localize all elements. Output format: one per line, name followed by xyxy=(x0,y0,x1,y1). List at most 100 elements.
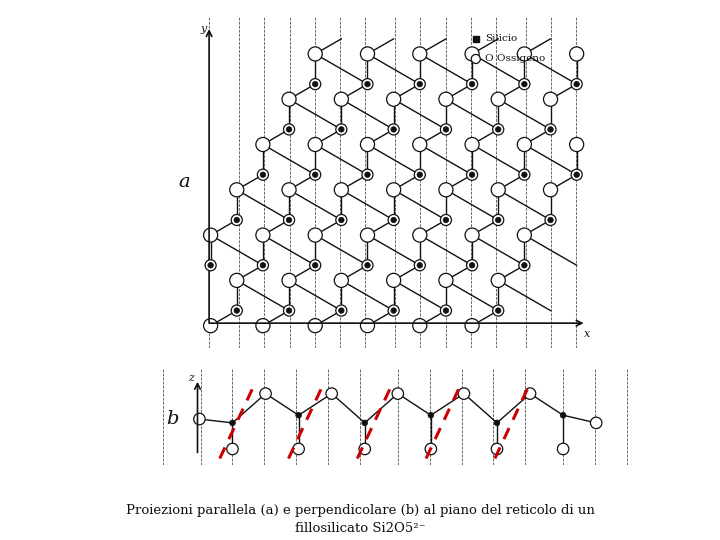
Circle shape xyxy=(282,273,296,287)
Circle shape xyxy=(519,260,530,271)
Circle shape xyxy=(417,172,423,178)
Circle shape xyxy=(519,79,530,90)
Circle shape xyxy=(441,305,451,316)
Circle shape xyxy=(491,443,503,455)
Circle shape xyxy=(310,260,320,271)
Circle shape xyxy=(413,47,427,61)
Circle shape xyxy=(469,172,475,178)
Circle shape xyxy=(230,273,244,287)
Circle shape xyxy=(284,305,294,316)
Circle shape xyxy=(465,319,479,333)
Circle shape xyxy=(444,127,449,132)
Circle shape xyxy=(287,127,292,132)
Circle shape xyxy=(204,319,217,333)
Circle shape xyxy=(284,214,294,226)
Text: z: z xyxy=(188,373,194,383)
Circle shape xyxy=(362,79,373,90)
Circle shape xyxy=(521,262,527,268)
Circle shape xyxy=(257,169,269,180)
Circle shape xyxy=(495,127,501,132)
Circle shape xyxy=(524,388,536,400)
Circle shape xyxy=(458,388,469,400)
Circle shape xyxy=(392,388,403,400)
Circle shape xyxy=(444,308,449,313)
Circle shape xyxy=(521,82,527,87)
Circle shape xyxy=(492,305,504,316)
Circle shape xyxy=(521,172,527,178)
Circle shape xyxy=(387,92,401,106)
Circle shape xyxy=(287,217,292,223)
Circle shape xyxy=(492,124,504,135)
Circle shape xyxy=(387,273,401,287)
Circle shape xyxy=(548,127,553,132)
Circle shape xyxy=(495,308,501,313)
Circle shape xyxy=(361,47,374,61)
Circle shape xyxy=(590,417,602,429)
Circle shape xyxy=(428,413,433,418)
Circle shape xyxy=(491,92,505,106)
Circle shape xyxy=(260,262,266,268)
Circle shape xyxy=(260,388,271,400)
Circle shape xyxy=(334,273,348,287)
Circle shape xyxy=(362,420,368,426)
Circle shape xyxy=(326,388,338,400)
Circle shape xyxy=(439,92,453,106)
Circle shape xyxy=(338,127,344,132)
Circle shape xyxy=(465,228,479,242)
Circle shape xyxy=(231,214,243,226)
Circle shape xyxy=(469,262,475,268)
Circle shape xyxy=(467,79,477,90)
Circle shape xyxy=(545,214,556,226)
Circle shape xyxy=(361,319,374,333)
Circle shape xyxy=(414,79,426,90)
Text: Silicio: Silicio xyxy=(485,35,517,43)
Circle shape xyxy=(256,138,270,152)
Circle shape xyxy=(413,228,427,242)
Circle shape xyxy=(465,47,479,61)
Circle shape xyxy=(441,214,451,226)
Circle shape xyxy=(414,169,426,180)
Circle shape xyxy=(570,47,584,61)
Circle shape xyxy=(560,413,566,418)
Circle shape xyxy=(227,443,238,455)
Circle shape xyxy=(439,183,453,197)
Circle shape xyxy=(361,228,374,242)
Circle shape xyxy=(334,92,348,106)
Circle shape xyxy=(545,124,556,135)
Circle shape xyxy=(439,273,453,287)
Circle shape xyxy=(574,82,580,87)
Circle shape xyxy=(417,262,423,268)
Circle shape xyxy=(359,443,371,455)
Text: O Ossigeno: O Ossigeno xyxy=(485,55,545,64)
Circle shape xyxy=(361,138,374,152)
Circle shape xyxy=(544,183,557,197)
Circle shape xyxy=(365,82,370,87)
Circle shape xyxy=(388,214,399,226)
Circle shape xyxy=(308,47,323,61)
Text: Proiezioni parallela (a) e perpendicolare (b) al piano del reticolo di un: Proiezioni parallela (a) e perpendicolar… xyxy=(125,504,595,517)
Circle shape xyxy=(362,169,373,180)
Circle shape xyxy=(208,262,213,268)
Circle shape xyxy=(257,260,269,271)
Circle shape xyxy=(519,169,530,180)
Circle shape xyxy=(334,183,348,197)
Circle shape xyxy=(413,138,427,152)
Circle shape xyxy=(282,92,296,106)
Circle shape xyxy=(336,214,347,226)
Circle shape xyxy=(204,228,217,242)
Circle shape xyxy=(387,183,401,197)
Circle shape xyxy=(365,172,370,178)
Circle shape xyxy=(365,262,370,268)
Circle shape xyxy=(491,183,505,197)
Circle shape xyxy=(388,305,399,316)
Circle shape xyxy=(467,169,477,180)
Circle shape xyxy=(234,217,240,223)
Circle shape xyxy=(518,228,531,242)
Text: a: a xyxy=(178,173,189,191)
Circle shape xyxy=(557,443,569,455)
Circle shape xyxy=(338,308,344,313)
Circle shape xyxy=(287,308,292,313)
Circle shape xyxy=(414,260,426,271)
Circle shape xyxy=(465,138,479,152)
Circle shape xyxy=(518,138,531,152)
